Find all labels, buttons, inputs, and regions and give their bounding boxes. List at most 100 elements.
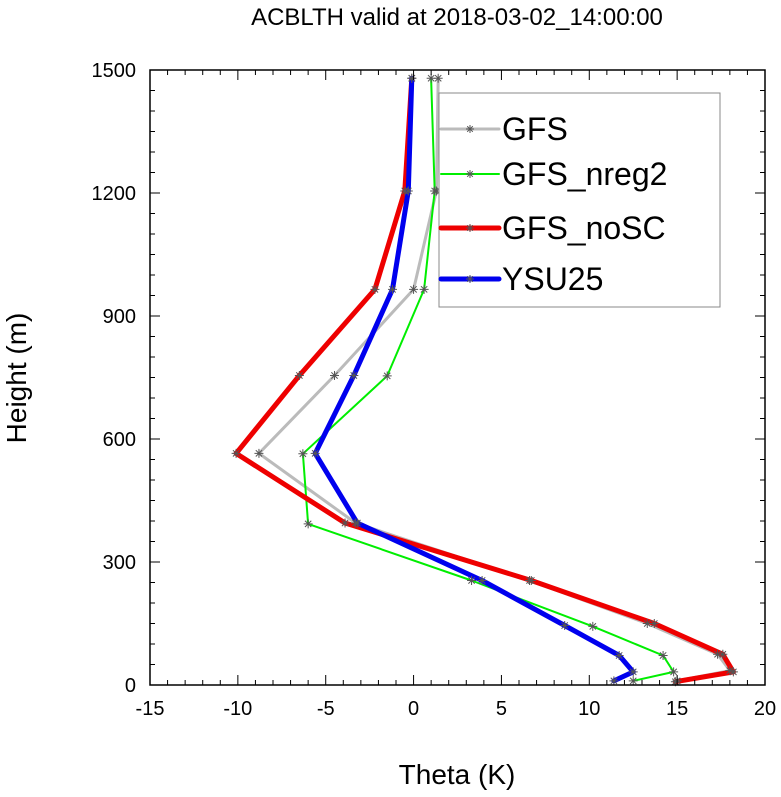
point-marker	[382, 371, 392, 381]
data-point-gfs_nreg2	[298, 449, 308, 459]
x-tick-label: -10	[223, 698, 252, 720]
data-point-gfs	[713, 649, 723, 659]
y-axis-label: Height (m)	[1, 313, 32, 444]
data-point-ysu25	[609, 676, 619, 686]
point-marker	[649, 619, 659, 628]
point-marker	[330, 370, 339, 380]
point-marker	[340, 518, 350, 528]
plot-area	[231, 73, 738, 687]
data-point-gfs	[433, 73, 443, 83]
point-marker	[725, 666, 735, 676]
legend-label-gfs: GFS	[502, 111, 568, 147]
data-point-ysu25	[349, 370, 359, 380]
data-point-gfs_nosc	[231, 448, 241, 458]
legend: GFS GFS_nreg2 GFS_noSC YSU25	[438, 92, 721, 308]
data-point-ysu25	[560, 621, 570, 631]
point-marker	[294, 370, 304, 380]
point-marker	[310, 448, 320, 458]
point-marker	[477, 575, 487, 585]
x-tick-label: -15	[136, 698, 165, 720]
point-marker	[352, 518, 362, 528]
chart-title: ACBLTH valid at 2018-03-02_14:00:00	[251, 4, 663, 31]
data-point-gfs_nreg2	[419, 284, 429, 294]
point-marker	[426, 73, 436, 83]
legend-marker	[466, 275, 474, 283]
legend-marker	[466, 170, 474, 178]
point-marker	[718, 649, 728, 659]
x-tick-label: -5	[317, 698, 335, 720]
y-tick-label: 900	[103, 306, 136, 328]
x-tick-label: 20	[754, 698, 776, 720]
data-point-gfs_nosc	[340, 518, 350, 528]
point-marker	[669, 667, 679, 677]
data-point-ysu25	[628, 667, 638, 677]
data-point-gfs_nreg2	[430, 186, 440, 196]
data-point-gfs	[254, 448, 264, 458]
point-marker	[370, 284, 380, 294]
data-point-gfs_nreg2	[588, 621, 598, 631]
point-marker	[609, 676, 619, 686]
y-tick-label: 300	[103, 552, 136, 574]
point-marker	[526, 575, 536, 585]
point-marker	[628, 667, 638, 677]
legend-label-ysu25: YSU25	[502, 261, 603, 297]
data-point-ysu25	[614, 650, 624, 660]
legend-label-gfs_nreg2: GFS_nreg2	[502, 156, 667, 192]
point-marker	[614, 650, 624, 660]
data-point-gfs	[725, 666, 735, 676]
point-marker	[407, 73, 417, 83]
x-tick-label: 15	[666, 698, 688, 720]
point-marker	[349, 370, 359, 380]
data-point-gfs_nosc	[526, 575, 536, 585]
data-point-gfs_nreg2	[669, 667, 679, 677]
axis-ticks: -15 -10 -5 0 5 10 15 20 0 300 600 900 1200 1500	[92, 60, 777, 720]
point-marker	[430, 186, 440, 196]
data-point-gfs_nosc	[294, 370, 304, 380]
data-point-gfs_nosc	[670, 677, 680, 687]
y-tick-label: 0	[125, 675, 136, 697]
data-point-gfs_nreg2	[426, 73, 436, 83]
point-marker	[642, 619, 652, 628]
point-marker	[409, 284, 419, 294]
point-marker	[231, 448, 241, 458]
point-marker	[387, 284, 397, 294]
data-point-gfs	[330, 370, 339, 380]
data-point-gfs_nreg2	[467, 575, 477, 585]
point-marker	[254, 448, 264, 458]
point-marker	[713, 649, 723, 659]
y-tick-label: 600	[103, 429, 136, 451]
point-marker	[433, 73, 443, 83]
data-point-gfs_nreg2	[303, 519, 313, 529]
data-point-ysu25	[387, 284, 397, 294]
data-point-gfs	[409, 284, 419, 294]
legend-label-gfs_nosc: GFS_noSC	[502, 210, 666, 246]
x-tick-label: 5	[496, 698, 507, 720]
x-tick-label: 0	[408, 698, 419, 720]
data-point-ysu25	[352, 518, 362, 528]
point-marker	[628, 676, 638, 686]
point-marker	[588, 621, 598, 631]
data-point-gfs_nosc	[728, 667, 738, 677]
point-marker	[298, 449, 308, 459]
point-marker	[658, 650, 668, 660]
data-point-gfs_nosc	[370, 284, 380, 294]
data-point-ysu25	[407, 73, 417, 83]
point-marker	[670, 677, 680, 687]
y-tick-label: 1200	[92, 183, 137, 205]
point-marker	[403, 186, 413, 196]
legend-marker	[466, 224, 474, 232]
data-point-gfs_nreg2	[658, 650, 668, 660]
data-point-gfs_nosc	[649, 619, 659, 628]
data-point-ysu25	[403, 186, 413, 196]
data-point-ysu25	[310, 448, 320, 458]
point-marker	[303, 519, 313, 529]
x-tick-label: 10	[578, 698, 600, 720]
data-point-gfs_nreg2	[382, 371, 392, 381]
point-marker	[728, 667, 738, 677]
data-point-gfs_nosc	[718, 649, 728, 659]
point-marker	[419, 284, 429, 294]
point-marker	[560, 621, 570, 631]
y-tick-label: 1500	[92, 60, 137, 82]
data-point-gfs_nreg2	[628, 676, 638, 686]
